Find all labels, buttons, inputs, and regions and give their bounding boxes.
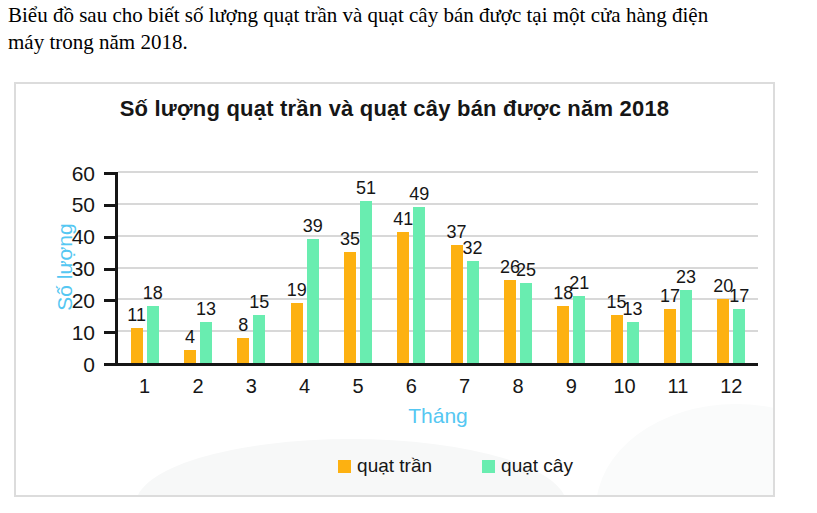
legend: quạt trần quạt cây <box>77 455 775 477</box>
y-tick-label: 60 <box>44 162 95 186</box>
bar-group: 3732 <box>438 172 491 363</box>
x-tick-label: 10 <box>598 375 651 398</box>
bar-quat-cay: 13 <box>627 322 639 363</box>
bar-group: 1513 <box>598 172 651 363</box>
y-tick-label: 20 <box>44 289 95 313</box>
bar-quat-tran: 8 <box>237 338 249 363</box>
bar-quat-cay: 13 <box>200 322 212 363</box>
x-tick-label: 1 <box>118 375 171 398</box>
bar-group: 413 <box>171 172 224 363</box>
bar-quat-tran: 26 <box>504 280 516 363</box>
bar-groups: 1118413815193935514149373226251821151317… <box>118 172 758 363</box>
bar-quat-tran: 19 <box>291 303 303 363</box>
x-axis-tick-labels: 123456789101112 <box>118 375 758 398</box>
bar-quat-cay: 49 <box>413 207 425 363</box>
bar-group: 815 <box>225 172 278 363</box>
legend-label: quạt cây <box>501 455 573 477</box>
intro-text: Biểu đồ sau cho biết số lượng quạt trần … <box>8 2 813 56</box>
legend-item: quạt trần <box>338 455 432 477</box>
intro-line-2: máy trong năm 2018. <box>8 30 188 54</box>
bar-value-label: 13 <box>196 299 216 320</box>
bar-quat-cay: 15 <box>253 315 265 363</box>
bar-group: 1118 <box>118 172 171 363</box>
x-tick-label: 4 <box>278 375 331 398</box>
y-tick-mark <box>104 363 115 366</box>
x-tick-label: 11 <box>651 375 704 398</box>
bar-quat-tran: 4 <box>184 350 196 363</box>
bar-quat-cay: 18 <box>147 306 159 363</box>
x-tick-label: 7 <box>438 375 491 398</box>
x-tick-label: 5 <box>331 375 384 398</box>
y-tick-label: 50 <box>44 193 95 217</box>
bar-quat-cay: 39 <box>307 239 319 363</box>
bar-quat-cay: 51 <box>360 201 372 363</box>
bar-value-label: 17 <box>729 286 749 307</box>
y-tick-label: 10 <box>44 321 95 345</box>
x-tick-label: 9 <box>545 375 598 398</box>
y-tick-mark <box>104 204 115 207</box>
bar-value-label: 23 <box>676 267 696 288</box>
legend-swatch <box>338 460 351 473</box>
bar-quat-tran: 37 <box>451 245 463 363</box>
x-tick-label: 6 <box>385 375 438 398</box>
bar-value-label: 25 <box>516 260 536 281</box>
bar-quat-cay: 32 <box>467 261 479 363</box>
bar-value-label: 18 <box>143 283 163 304</box>
bar-value-label: 11 <box>127 305 146 326</box>
bar-quat-tran: 11 <box>131 328 143 363</box>
bar-value-label: 15 <box>249 292 269 313</box>
bar-group: 2625 <box>491 172 544 363</box>
bar-quat-cay: 23 <box>680 290 692 363</box>
bar-group: 1939 <box>278 172 331 363</box>
x-tick-label: 8 <box>491 375 544 398</box>
bar-quat-cay: 17 <box>733 309 745 363</box>
legend-swatch <box>482 460 495 473</box>
bar-group: 1723 <box>651 172 704 363</box>
bar-value-label: 21 <box>569 273 589 294</box>
chart-title: Số lượng quạt trần và quạt cây bán được … <box>16 96 773 122</box>
bar-quat-tran: 15 <box>611 315 623 363</box>
bar-value-label: 13 <box>623 299 643 320</box>
bar-group: 2017 <box>705 172 758 363</box>
y-tick-mark <box>104 299 115 302</box>
x-axis-title: Tháng <box>118 404 758 428</box>
bar-quat-tran: 17 <box>664 309 676 363</box>
y-tick-label: 40 <box>44 225 95 249</box>
y-tick-mark <box>104 172 115 175</box>
bar-group: 3551 <box>331 172 384 363</box>
legend-item: quạt cây <box>482 455 573 477</box>
bar-value-label: 19 <box>287 280 307 301</box>
y-tick-label: 0 <box>44 353 95 377</box>
bar-value-label: 35 <box>340 229 360 250</box>
bar-quat-tran: 18 <box>557 306 569 363</box>
bar-value-label: 49 <box>409 184 429 205</box>
bar-value-label: 17 <box>660 286 680 307</box>
bar-value-label: 41 <box>393 209 413 230</box>
bar-quat-cay: 21 <box>573 296 585 363</box>
x-tick-label: 12 <box>705 375 758 398</box>
bar-value-label: 51 <box>356 178 376 199</box>
y-tick-mark <box>104 331 115 334</box>
y-tick-mark <box>104 268 115 271</box>
bar-group: 1821 <box>545 172 598 363</box>
bar-group: 4149 <box>385 172 438 363</box>
chart-container: Số lượng quạt trần và quạt cây bán được … <box>14 82 775 497</box>
x-tick-label: 2 <box>171 375 224 398</box>
legend-label: quạt trần <box>357 455 432 477</box>
bar-value-label: 8 <box>238 315 248 336</box>
y-axis-tick-labels: 0 10 20 30 40 50 60 <box>44 84 95 495</box>
bar-quat-tran: 20 <box>717 299 729 363</box>
y-tick-label: 30 <box>44 257 95 281</box>
bar-value-label: 39 <box>303 216 323 237</box>
y-tick-mark <box>104 236 115 239</box>
bar-quat-tran: 41 <box>397 232 409 363</box>
bar-quat-tran: 35 <box>344 252 356 363</box>
bar-quat-cay: 25 <box>520 283 532 363</box>
plot-area: 1118413815193935514149373226251821151317… <box>115 172 758 366</box>
bar-value-label: 4 <box>185 327 195 348</box>
bar-value-label: 32 <box>463 238 483 259</box>
intro-line-1: Biểu đồ sau cho biết số lượng quạt trần … <box>8 3 708 27</box>
x-tick-label: 3 <box>225 375 278 398</box>
